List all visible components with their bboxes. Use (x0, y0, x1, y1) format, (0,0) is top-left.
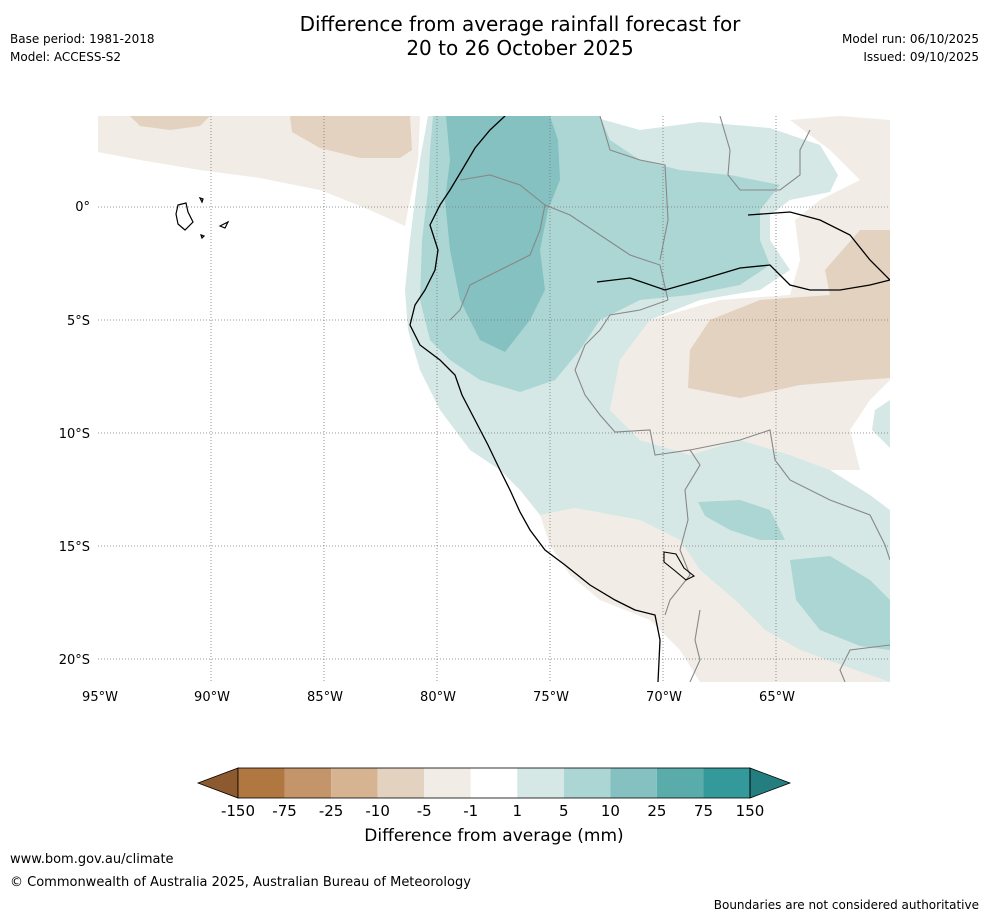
model-run-label: Model run: 06/10/2025 (841, 32, 979, 46)
colorbar-tick-label: -150 (221, 802, 255, 820)
colorbar-tick-label: 150 (736, 802, 765, 820)
colorbar-bin (470, 768, 518, 798)
issued-label: Issued: 09/10/2025 (863, 50, 979, 64)
lon-label-95w: 95°W (82, 690, 118, 705)
colorbar-bin (610, 768, 657, 798)
dry-region-northwest-core (130, 116, 210, 130)
copyright-text: © Commonwealth of Australia 2025, Austra… (10, 875, 471, 890)
lon-label-85w: 85°W (307, 690, 343, 705)
colorbar-bin (331, 768, 378, 798)
lat-label-5s: 5°S (67, 314, 90, 329)
dry-region-east-core (688, 230, 890, 398)
wet-region-southeast (790, 556, 890, 650)
metadata-left: Base period: 1981-2018 Model: ACCESS-S2 (10, 30, 155, 66)
colorbar-tick-label: 1 (512, 802, 522, 820)
axis-labels: 95°W 90°W 85°W 80°W 75°W 70°W 65°W 0° 5°… (59, 200, 795, 705)
colorbar-tick-label: 10 (601, 802, 620, 820)
colorbar-tick-label: 25 (647, 802, 666, 820)
colorbar-arrow-low (196, 767, 239, 799)
lat-label-15s: 15°S (59, 540, 90, 555)
title-line-1: Difference from average rainfall forecas… (299, 12, 741, 36)
colorbar-arrow-high (749, 767, 792, 799)
colorbar-bin (703, 768, 750, 798)
colorbar-bin (517, 768, 564, 798)
colorbar-bin (424, 768, 471, 798)
colorbar-title: Difference from average (mm) (364, 826, 624, 846)
lat-label-10s: 10°S (59, 427, 90, 442)
colorbar: -150 -75 -25 -10 -5 -1 1 5 10 25 75 150 (196, 767, 792, 820)
lon-label-90w: 90°W (194, 690, 230, 705)
title-line-2: 20 to 26 October 2025 (406, 36, 634, 60)
wet-region-east-edge (872, 400, 890, 448)
colorbar-tick-label: -25 (319, 802, 344, 820)
lon-label-80w: 80°W (420, 690, 456, 705)
colorbar-bin (284, 768, 332, 798)
lat-label-0: 0° (75, 200, 90, 215)
dry-region-northwest-core-2 (290, 116, 412, 158)
colorbar-bin (238, 768, 285, 798)
wet-region-core (445, 116, 560, 352)
lat-label-20s: 20°S (59, 653, 90, 668)
colorbar-tick-label: -10 (365, 802, 390, 820)
lon-label-75w: 75°W (533, 690, 569, 705)
colorbar-tick-label: -5 (417, 802, 432, 820)
lake-titicaca (663, 551, 696, 581)
boundary-disclaimer: Boundaries are not considered authoritat… (713, 898, 979, 912)
lon-label-65w: 65°W (759, 690, 795, 705)
anomaly-layer (98, 116, 890, 682)
colorbar-bin (563, 768, 611, 798)
wet-region-bolivia (698, 500, 785, 540)
model-label: Model: ACCESS-S2 (10, 50, 122, 64)
website-link[interactable]: www.bom.gov.au/climate (10, 852, 174, 867)
base-period-label: Base period: 1981-2018 (10, 32, 155, 46)
colorbar-bin (377, 768, 425, 798)
colorbar-bin (656, 768, 704, 798)
colorbar-outline (237, 767, 751, 799)
colorbar-tick-label: 5 (559, 802, 569, 820)
country-borders (449, 116, 890, 682)
map-title: Difference from average rainfall forecas… (0, 12, 988, 60)
graticule (98, 116, 890, 682)
colorbar-tick-label: -1 (463, 802, 478, 820)
colorbar-tick-label: 75 (694, 802, 713, 820)
metadata-right: Model run: 06/10/2025 Issued: 09/10/2025 (842, 30, 979, 66)
lon-label-70w: 70°W (646, 690, 682, 705)
coastline (409, 116, 890, 682)
galapagos-islands (175, 196, 230, 240)
colorbar-tick-label: -75 (272, 802, 297, 820)
dry-region-south (540, 508, 890, 682)
